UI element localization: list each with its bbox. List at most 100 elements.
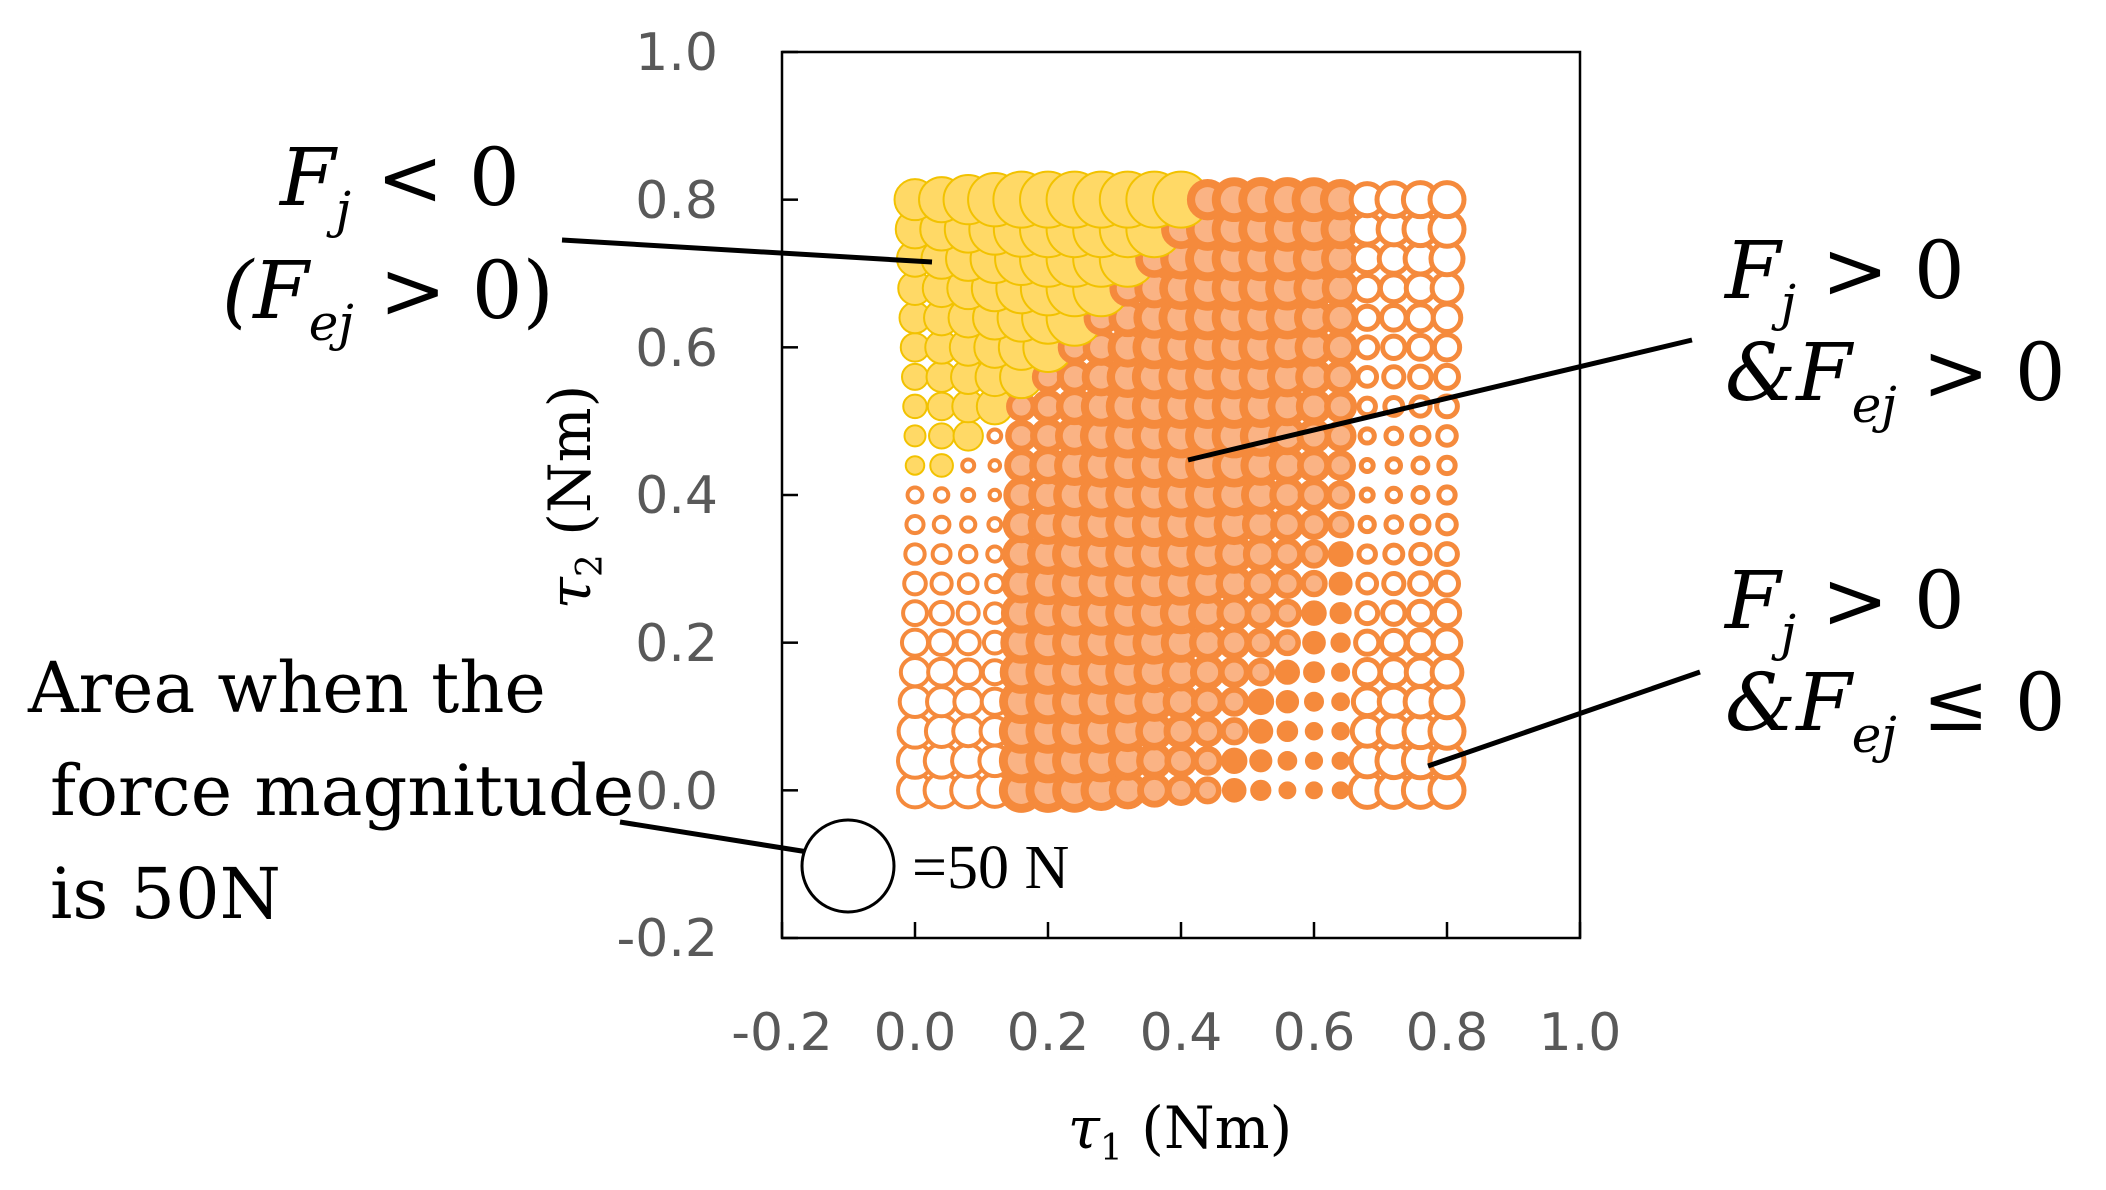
bubble-core xyxy=(1331,426,1351,446)
bubble-core xyxy=(1274,334,1301,361)
bubble-point xyxy=(1329,602,1352,625)
bubble-core xyxy=(1305,545,1323,563)
bubble-core xyxy=(1169,690,1193,713)
size-legend: Area when the force magnitude is 50N =50… xyxy=(27,647,1069,935)
bubble-point xyxy=(1221,778,1247,803)
annotation-text: Fj > 0 xyxy=(1723,554,1965,662)
bubble-point xyxy=(1357,514,1377,535)
x-axis-ticks: -0.2 0.0 0.2 0.4 0.6 0.8 1.0 xyxy=(731,1003,1621,1063)
bubble-point xyxy=(1354,600,1381,627)
x-tick-label: 0.0 xyxy=(874,1003,957,1063)
bubble-core xyxy=(1010,484,1033,506)
bubble-core xyxy=(1088,747,1115,774)
bubble-point xyxy=(1351,273,1383,304)
bubble-point xyxy=(1353,303,1382,332)
bubble-core xyxy=(1063,366,1086,388)
bubble-point xyxy=(984,572,1006,595)
bubble-point xyxy=(1276,720,1299,743)
bubble-core xyxy=(1195,571,1220,596)
bubble-core xyxy=(1222,542,1247,566)
bubble-point xyxy=(1409,424,1432,447)
x-tick-label: 0.8 xyxy=(1406,1003,1489,1063)
bubble-point xyxy=(957,543,979,565)
bubble-point xyxy=(929,453,954,478)
bubble-core xyxy=(1061,776,1089,804)
bubble-core xyxy=(1275,364,1300,390)
bubble-point xyxy=(987,458,1003,473)
bubble-point xyxy=(1331,781,1350,800)
bubble-core xyxy=(1196,661,1219,683)
x-tick-label: 0.2 xyxy=(1007,1003,1090,1063)
y-tick-label: 0.8 xyxy=(635,171,718,231)
bubble-core xyxy=(1248,453,1274,478)
bubble-point xyxy=(904,513,926,536)
bubble-point xyxy=(1357,426,1377,446)
bubble-core xyxy=(1300,216,1328,243)
bubble-point xyxy=(1427,180,1467,220)
bubble-point xyxy=(899,627,931,658)
bubble-core xyxy=(1221,512,1247,537)
bubble-core xyxy=(1142,719,1166,743)
leader-line xyxy=(1427,669,1701,769)
x-tick-label: 0.4 xyxy=(1140,1003,1223,1063)
bubble-core xyxy=(1116,778,1140,802)
bubble-point xyxy=(1247,688,1275,716)
bubble-point xyxy=(1380,599,1408,627)
bubble-point xyxy=(901,599,929,628)
bubble-point xyxy=(1435,512,1459,537)
bubble-core xyxy=(1328,246,1353,271)
bubble-core xyxy=(1141,629,1168,656)
bubble-core xyxy=(1225,692,1244,711)
bubble-core xyxy=(1278,574,1297,593)
bubble-core xyxy=(1247,363,1275,391)
bubble-core xyxy=(1170,720,1192,742)
bubble-core xyxy=(1331,486,1350,504)
bubble-point xyxy=(1408,541,1433,567)
bubble-core xyxy=(1194,511,1222,539)
bubble-point xyxy=(1429,654,1465,690)
bubble-point xyxy=(1432,362,1462,391)
bubble-core xyxy=(1304,515,1324,534)
bubble-core xyxy=(1143,779,1165,801)
bubble-point xyxy=(1220,747,1248,775)
bubble-point xyxy=(1378,627,1409,658)
annotation-text: Fj > 0 xyxy=(1723,224,1965,332)
bubble-point xyxy=(955,600,981,626)
bubble-point xyxy=(1301,600,1327,626)
bubble-point xyxy=(1405,598,1435,628)
bubble-core xyxy=(1168,600,1194,626)
bubble-core xyxy=(1252,663,1270,681)
bubble-point xyxy=(903,542,927,566)
bubble-point xyxy=(1328,571,1353,596)
bubble-point xyxy=(1381,364,1407,390)
bubble-point xyxy=(985,544,1005,564)
bubble-point xyxy=(1277,750,1298,771)
bubble-point xyxy=(1383,425,1405,447)
bubble-core xyxy=(1199,781,1216,799)
x-tick-label: 1.0 xyxy=(1539,1003,1622,1063)
bubble-point xyxy=(898,656,932,689)
bubble-point xyxy=(1331,751,1350,770)
bubble-point xyxy=(1434,541,1460,567)
bubble-core xyxy=(1089,365,1113,389)
bubble-core xyxy=(1223,602,1245,624)
y-tick-label: -0.2 xyxy=(617,909,718,969)
bubble-point xyxy=(1430,301,1464,335)
bubble-core xyxy=(1251,603,1271,623)
bubble-core xyxy=(1301,275,1327,301)
bubble-point xyxy=(1356,543,1378,565)
bubble-core xyxy=(1329,336,1352,359)
bubble-point xyxy=(1436,454,1458,477)
bubble-core xyxy=(1304,485,1324,505)
bubble-point xyxy=(905,485,925,505)
bubble-point xyxy=(1304,751,1324,770)
bubble-core xyxy=(1277,544,1298,564)
bubble-core xyxy=(1087,717,1115,745)
area-note-line: is 50N xyxy=(50,853,281,935)
bubble-point xyxy=(1431,332,1463,363)
bubble-point xyxy=(954,629,982,657)
bubble-point xyxy=(902,570,928,597)
bubble-core xyxy=(1198,721,1218,741)
bubble-point xyxy=(903,424,927,448)
x-tick-marks xyxy=(780,50,1582,940)
